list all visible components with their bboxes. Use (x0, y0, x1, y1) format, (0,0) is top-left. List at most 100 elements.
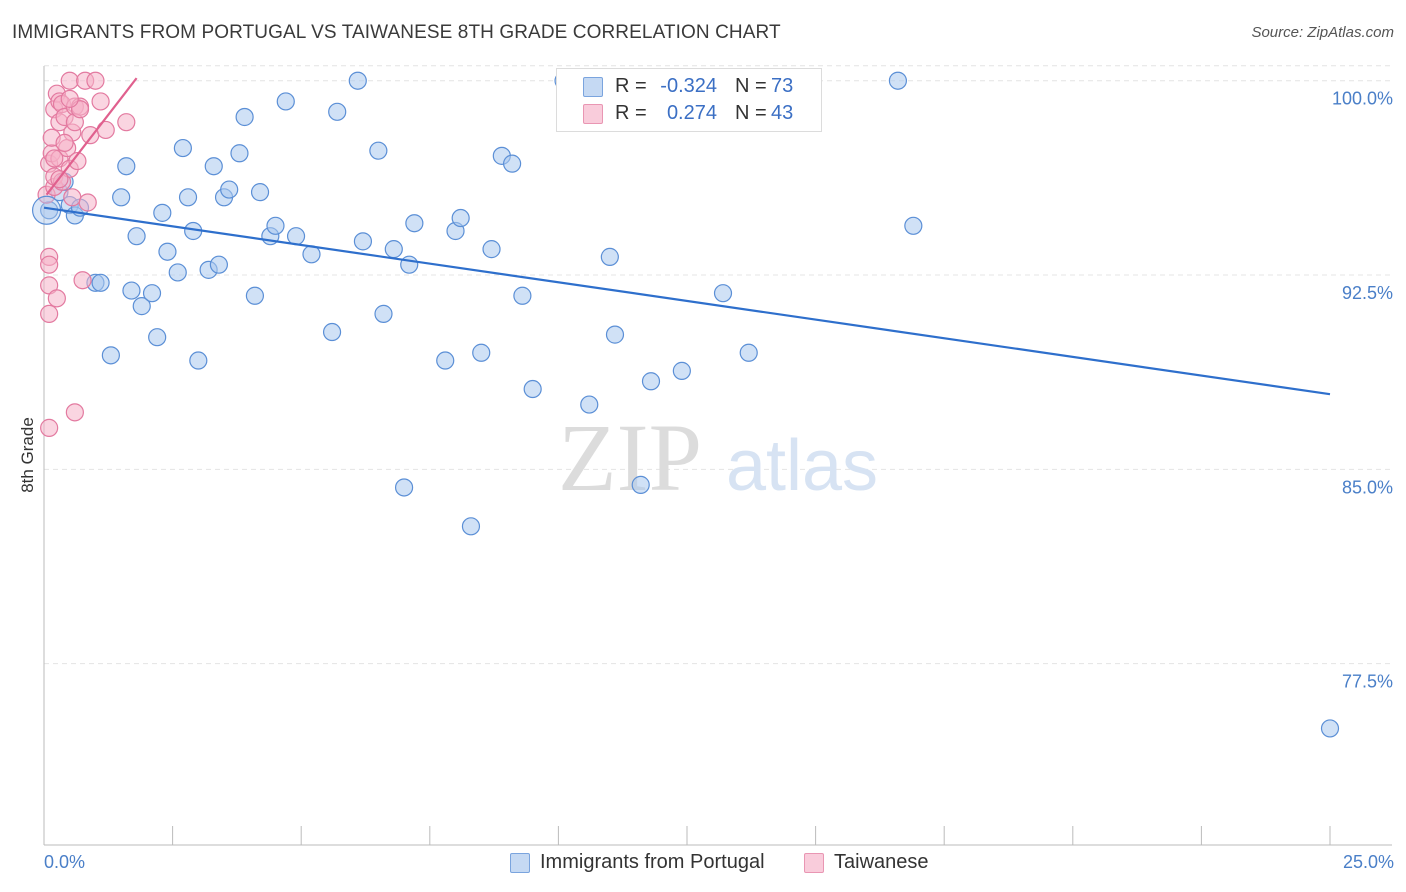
point-taiwanese (55, 133, 74, 153)
point-taiwanese (117, 113, 136, 132)
point-portugal (436, 351, 455, 370)
point-taiwanese (65, 403, 84, 422)
point-portugal (405, 214, 424, 233)
point-taiwanese (86, 71, 105, 90)
legend-swatch-taiwanese (804, 853, 824, 873)
point-portugal (631, 475, 650, 494)
stats-legend: R = -0.324 N = 73 R = 0.274 N = 43 (556, 68, 822, 132)
point-portugal (122, 281, 141, 300)
point-portugal (353, 232, 373, 251)
point-portugal (112, 188, 131, 207)
point-portugal (580, 395, 599, 414)
chart-title: IMMIGRANTS FROM PORTUGAL VS TAIWANESE 8T… (12, 22, 781, 43)
trend-line-taiwanese (45, 77, 138, 196)
tick-labels: 100.0% 92.5% 85.0% 77.5% (1332, 89, 1393, 692)
point-taiwanese (45, 149, 64, 168)
point-portugal (101, 346, 120, 365)
legend-swatch-portugal (510, 853, 530, 873)
point-portugal (374, 304, 393, 323)
point-portugal (348, 71, 367, 90)
legend-n-value: 43 (771, 102, 794, 124)
point-portugal (132, 297, 151, 316)
point-portugal (220, 180, 239, 199)
axes (43, 66, 1392, 846)
series-legend: Immigrants from Portugal Taiwanese (0, 850, 1406, 878)
y-tick-label: 85.0% (1342, 477, 1393, 497)
point-portugal (672, 361, 691, 380)
point-portugal (276, 92, 295, 111)
point-portugal (178, 188, 198, 207)
point-taiwanese (60, 71, 79, 90)
point-portugal (322, 322, 342, 342)
point-portugal (503, 154, 522, 173)
point-portugal (394, 478, 414, 497)
point-taiwanese (68, 151, 87, 171)
x-tick-label-max: 25.0% (1342, 852, 1394, 872)
point-portugal (600, 247, 619, 266)
point-portugal (189, 351, 208, 370)
point-portugal (523, 379, 542, 399)
point-portugal (209, 255, 228, 274)
point-portugal (1320, 719, 1340, 738)
point-portugal (204, 157, 223, 176)
point-portugal (127, 227, 146, 246)
point-portugal (904, 216, 923, 235)
point-portugal (713, 284, 733, 303)
point-portugal (148, 328, 167, 347)
point-portugal (472, 343, 491, 362)
point-portugal (230, 144, 249, 163)
legend-label-portugal: Immigrants from Portugal (540, 851, 765, 873)
point-portugal (153, 203, 172, 222)
point-portugal (286, 227, 306, 246)
point-taiwanese (60, 89, 79, 108)
point-taiwanese (73, 271, 92, 290)
point-taiwanese (40, 418, 59, 437)
legend-r-label: R = (615, 75, 647, 97)
legend-swatch-taiwanese (583, 104, 603, 124)
point-portugal (369, 141, 388, 160)
point-taiwanese (63, 188, 82, 207)
point-portugal (641, 372, 661, 391)
legend-r-label: R = (615, 102, 647, 124)
point-portugal (451, 208, 470, 228)
legend-n-value: 73 (771, 75, 794, 97)
point-portugal (482, 240, 501, 259)
watermark-atlas: atlas (726, 426, 878, 506)
legend-swatch-portugal (583, 77, 603, 97)
point-portugal (158, 242, 177, 261)
watermark-zip: ZIP (558, 404, 702, 511)
x-tick-label-min: 0.0% (44, 852, 86, 872)
legend-n-label: N = (735, 75, 767, 97)
point-portugal (173, 138, 192, 158)
trend-line-portugal (43, 206, 1331, 396)
point-taiwanese (40, 304, 59, 323)
point-portugal (168, 263, 187, 282)
point-portugal (91, 273, 110, 292)
point-portugal (250, 183, 270, 202)
point-taiwanese (40, 255, 59, 274)
point-portugal (328, 102, 347, 121)
point-portugal (235, 107, 254, 127)
trend-lines (43, 77, 1331, 396)
point-portugal (461, 517, 481, 536)
legend-r-value: 0.274 (666, 102, 717, 124)
point-portugal (142, 284, 162, 303)
point-taiwanese (47, 289, 66, 308)
point-portugal (888, 71, 908, 90)
point-portugal (739, 343, 758, 362)
point-taiwanese (78, 193, 97, 212)
source-label: Source: ZipAtlas.com (1251, 24, 1394, 41)
point-taiwanese (96, 120, 115, 140)
point-portugal (117, 157, 136, 176)
point-portugal (513, 286, 532, 305)
point-portugal (605, 325, 625, 344)
y-tick-label: 77.5% (1342, 672, 1393, 692)
point-portugal (245, 286, 265, 305)
legend-r-value: -0.324 (660, 75, 717, 97)
legend-label-taiwanese: Taiwanese (834, 851, 929, 873)
point-portugal (266, 216, 285, 235)
legend-n-label: N = (735, 102, 767, 124)
y-tick-label: 92.5% (1342, 283, 1393, 303)
watermark: ZIP atlas (558, 404, 878, 511)
